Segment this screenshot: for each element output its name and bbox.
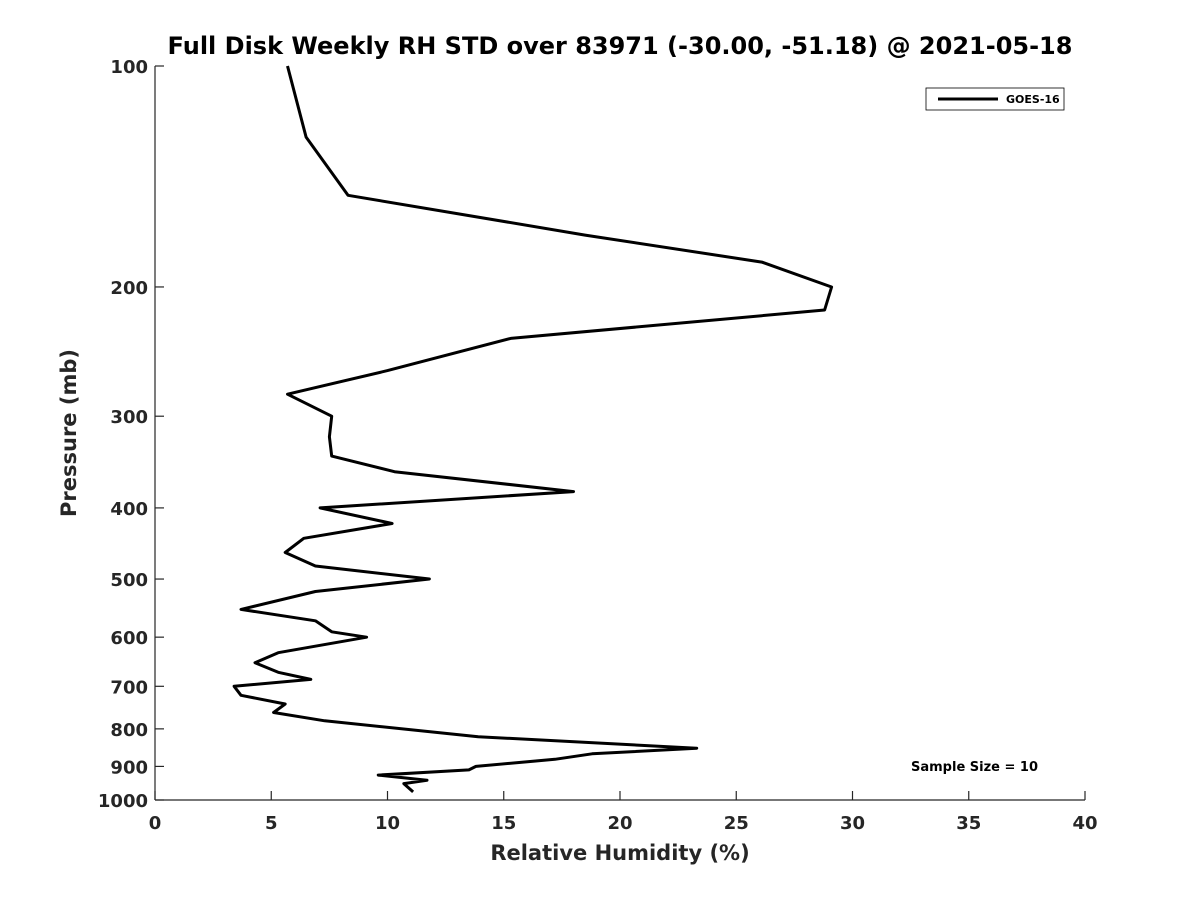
chart-title: Full Disk Weekly RH STD over 83971 (-30.…	[168, 32, 1073, 60]
y-tick-label: 500	[110, 570, 148, 591]
y-tick-label: 200	[110, 278, 148, 299]
x-tick-label: 5	[265, 813, 278, 834]
legend: GOES-16	[925, 87, 1065, 111]
y-tick-label: 100	[110, 57, 148, 78]
sample-size-annotation: Sample Size = 10	[911, 760, 1038, 775]
y-tick-label: 700	[110, 677, 148, 698]
x-tick-label: 35	[956, 813, 981, 834]
x-ticks: 0 5 10 15 20 25 30 35 40	[149, 791, 1098, 834]
y-tick-label: 900	[110, 757, 148, 778]
x-tick-label: 0	[149, 813, 162, 834]
x-tick-label: 10	[375, 813, 400, 834]
y-axis-label: Pressure (mb)	[57, 349, 81, 517]
y-tick-label: 400	[110, 499, 148, 520]
y-tick-label: 600	[110, 628, 148, 649]
x-tick-label: 30	[840, 813, 865, 834]
x-axis-label: Relative Humidity (%)	[490, 841, 749, 865]
y-ticks: 100 200 300 400 500 600 700 800 900 1000	[98, 57, 164, 812]
y-tick-label: 300	[110, 407, 148, 428]
x-tick-label: 25	[724, 813, 749, 834]
x-tick-label: 15	[491, 813, 516, 834]
x-tick-label: 40	[1072, 813, 1097, 834]
y-tick-label: 1000	[98, 791, 148, 812]
series-line-goes-16	[232, 65, 834, 794]
legend-label-goes-16: GOES-16	[1006, 93, 1060, 106]
x-tick-label: 20	[607, 813, 632, 834]
y-tick-label: 800	[110, 720, 148, 741]
